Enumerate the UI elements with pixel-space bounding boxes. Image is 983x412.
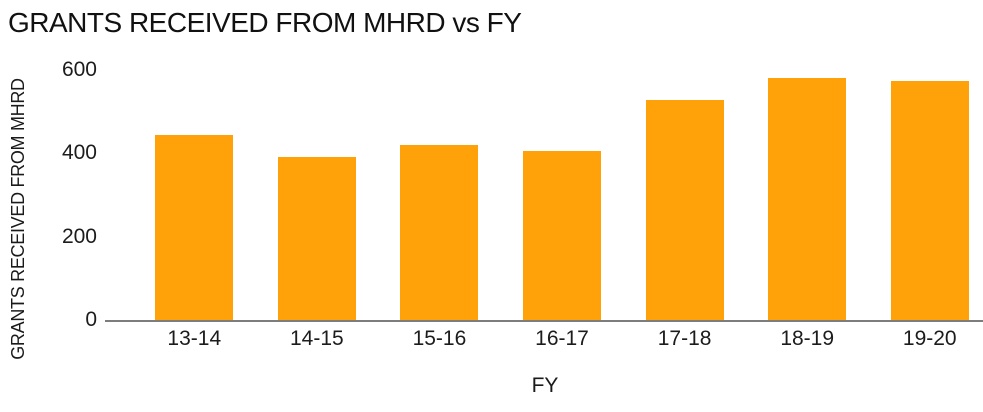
bar-slot xyxy=(501,70,624,320)
bar-17-18 xyxy=(645,100,724,320)
y-tick-label: 200 xyxy=(61,224,97,248)
bar-slot xyxy=(623,70,746,320)
y-tick-label: 0 xyxy=(85,308,97,331)
bar-16-17 xyxy=(523,150,602,320)
x-tick-label: 17-18 xyxy=(657,327,712,350)
bar-13-14 xyxy=(155,134,234,320)
x-tick-label: 14-15 xyxy=(290,327,344,350)
y-tick-label: 600 xyxy=(61,58,97,81)
bar-slot xyxy=(868,70,983,320)
bar-slot xyxy=(746,70,869,320)
x-axis-title: FY xyxy=(531,374,559,397)
x-tick-label: 15-16 xyxy=(412,327,467,350)
bar-19-20 xyxy=(890,81,969,320)
bar-slot xyxy=(378,70,501,320)
x-tick-label: 16-17 xyxy=(535,327,589,350)
x-tick-label: 18-19 xyxy=(780,327,835,350)
y-axis-ticks: 600 400 200 0 xyxy=(0,58,97,331)
bar-slot xyxy=(256,70,379,320)
x-tick-label: 13-14 xyxy=(167,327,222,350)
bar-slot xyxy=(133,70,256,320)
x-tick-label: 19-20 xyxy=(902,327,957,350)
bar-14-15 xyxy=(277,156,356,320)
chart-title: GRANTS RECEIVED FROM MHRD vs FY xyxy=(8,7,522,38)
y-tick-label: 400 xyxy=(61,141,97,165)
bar-18-19 xyxy=(768,78,847,320)
bar-15-16 xyxy=(400,145,479,320)
x-axis-labels: 13-14 14-15 15-16 16-17 17-18 18-19 19-20 xyxy=(105,327,983,351)
plot-area xyxy=(105,70,983,322)
